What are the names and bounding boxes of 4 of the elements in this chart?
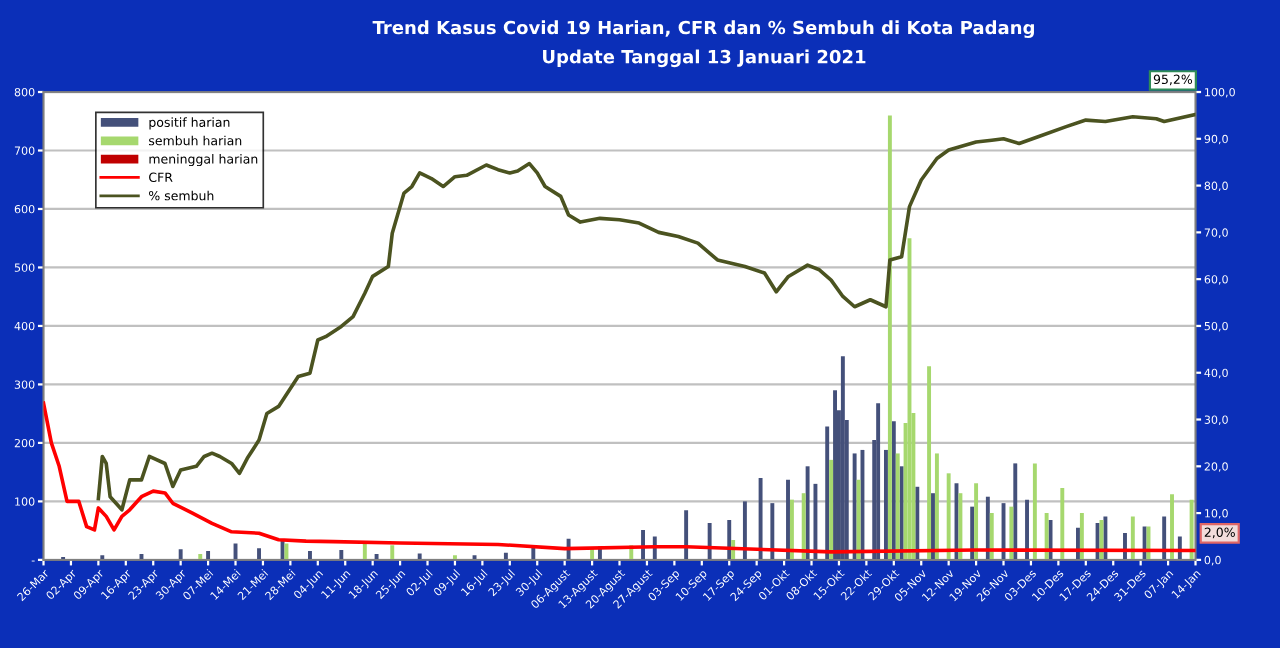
line-series bbox=[96, 112, 1196, 512]
line-series bbox=[43, 401, 1196, 554]
chart-title: Trend Kasus Covid 19 Harian, CFR dan % Sembuh di Kota Padang bbox=[372, 20, 1034, 38]
chart-subtitle: Update Tanggal 13 Januari 2021 bbox=[543, 49, 866, 68]
